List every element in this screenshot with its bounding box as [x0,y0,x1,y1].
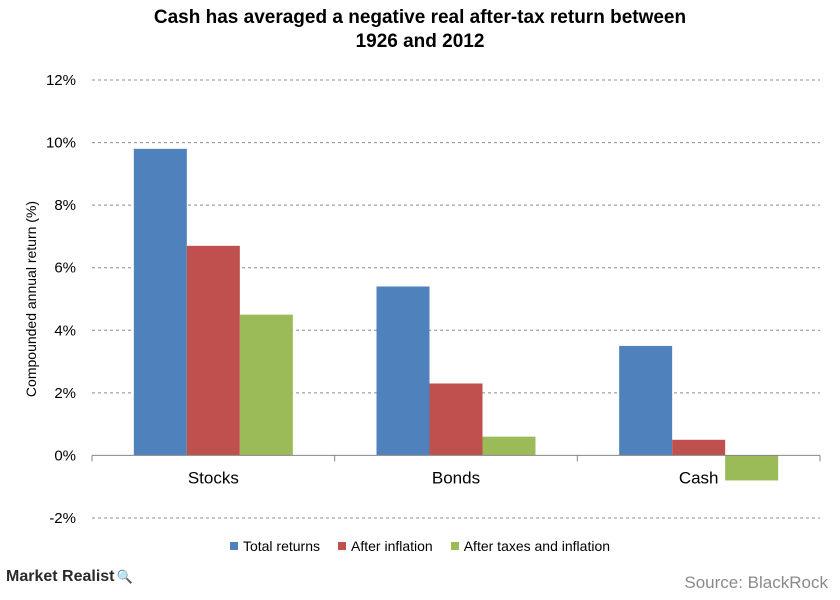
y-tick-label: 8% [54,197,76,214]
chart-title-line-2: 1926 and 2012 [355,31,485,52]
y-tick-label: 6% [54,260,76,277]
legend-item: After inflation [338,536,433,556]
magnifier-icon: 🔍 [116,569,133,584]
chart-title-line-1: Cash has averaged a negative real after-… [153,7,687,28]
legend-label: After taxes and inflation [463,538,611,554]
legend-item: Total returns [229,536,320,556]
legend-item: After taxes and inflation [450,536,611,556]
x-tick-label: Bonds [432,468,480,487]
legend-swatch [229,542,238,550]
x-tick-label: Stocks [188,468,239,487]
y-tick-label: 12% [46,72,76,89]
y-tick-label: 4% [54,322,76,339]
bar-stocks-2 [186,245,240,456]
y-tick-label: 10% [46,135,76,152]
bar-cash-3 [725,455,779,481]
market-realist-logo: Market Realist 🔍 [6,568,133,586]
legend-label: After inflation [351,538,433,554]
y-axis-title: Compounded annual return (%) [23,201,39,397]
bar-stocks-1 [133,148,187,456]
chart-legend: Total returns After inflation After taxes … [0,536,840,556]
logo-text: Market Realist [6,568,115,585]
x-tick-label: Cash [679,468,719,487]
y-tick-label: -2% [49,510,76,527]
bar-bonds-2 [429,383,483,456]
chart-title: Cash has averaged a negative real after-… [60,6,780,54]
y-tick-label: 2% [54,385,76,402]
y-tick-label: 0% [54,447,76,464]
bar-stocks-3 [239,314,293,456]
legend-swatch [450,542,459,550]
legend-swatch [338,542,346,550]
bar-bonds-1 [376,286,430,456]
legend-label: Total returns [242,538,320,554]
source-note: Source: BlackRock [684,573,828,592]
bar-cash-2 [672,439,726,456]
bar-cash-1 [619,345,673,456]
bar-bonds-3 [482,436,536,456]
